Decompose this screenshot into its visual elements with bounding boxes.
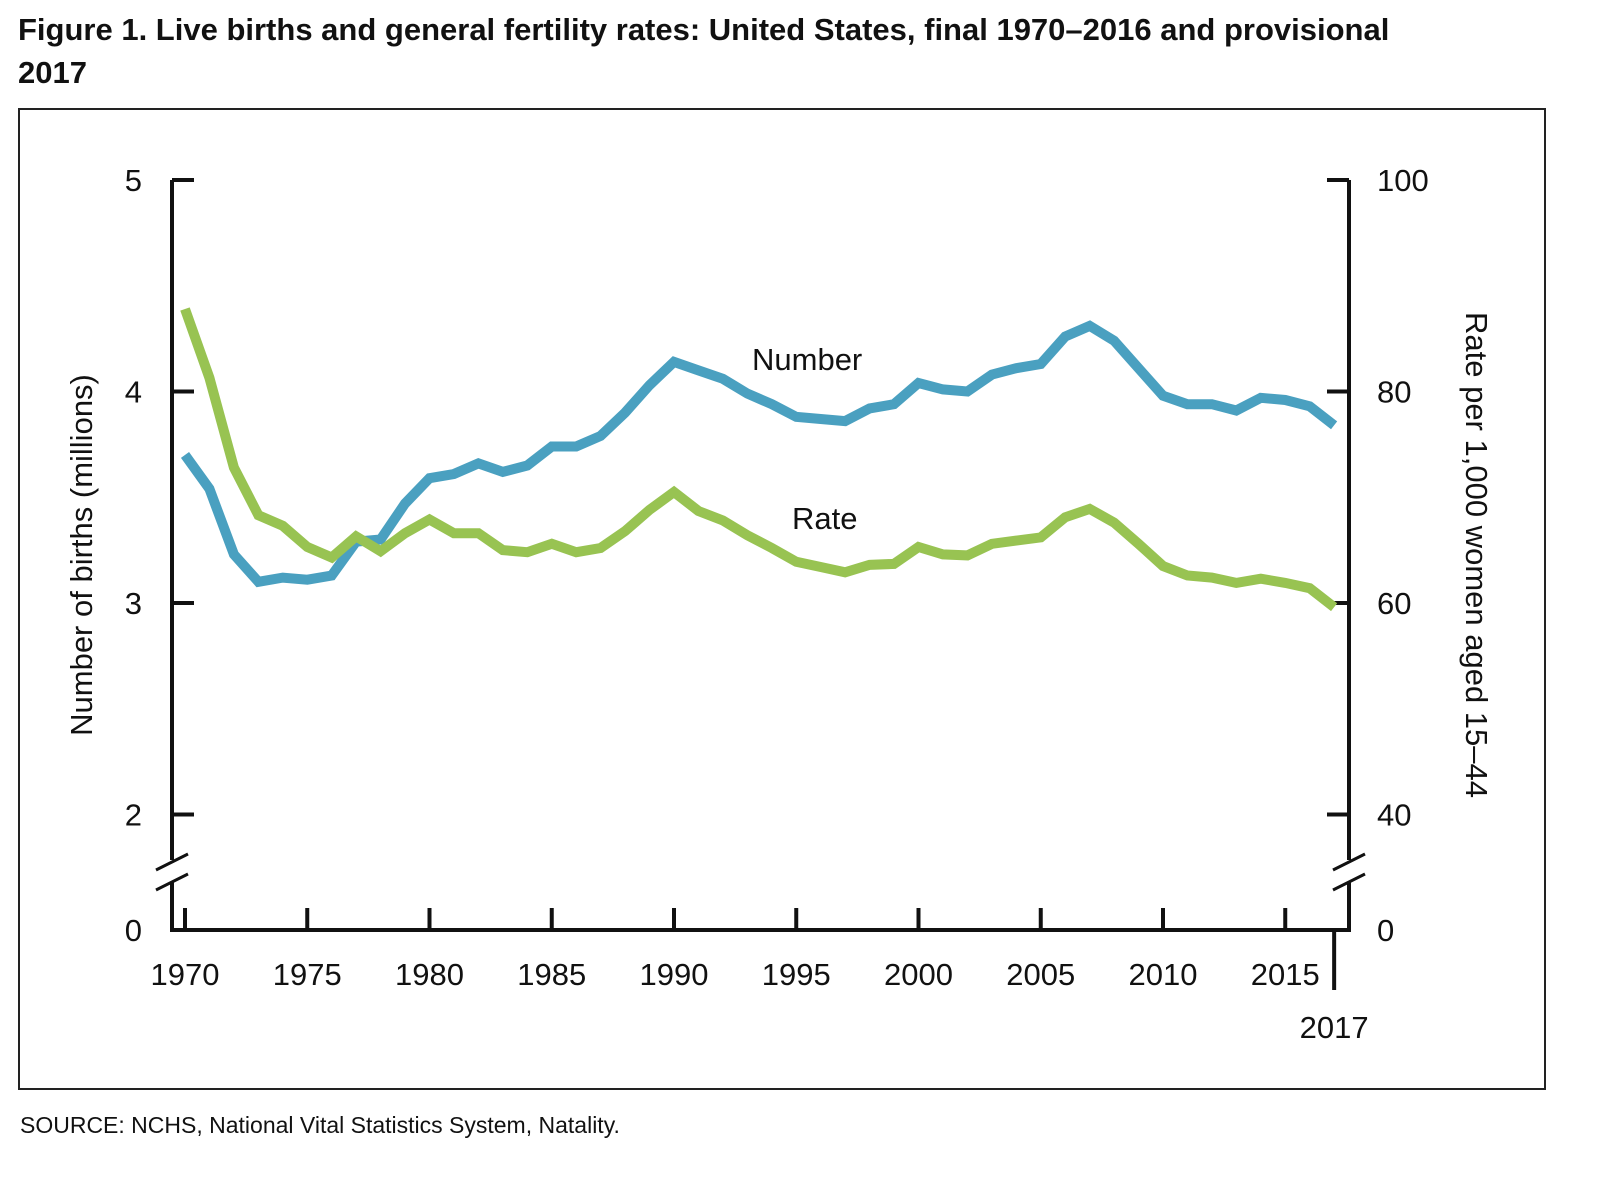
- x-tick-label: 2015: [1251, 957, 1320, 992]
- chart-frame: [18, 108, 1546, 1090]
- series-line-number: [180, 320, 1338, 588]
- x-tick-label: 2010: [1129, 957, 1198, 992]
- series-line-rate: [180, 307, 1338, 612]
- x-tick-label: 1970: [151, 957, 220, 992]
- x-tick-label: 2005: [1006, 957, 1075, 992]
- x-tick-label: 1975: [273, 957, 342, 992]
- axis-break-marks: [155, 852, 1366, 892]
- series-label-rate: Rate: [792, 501, 857, 536]
- x-tick-label: 1985: [517, 957, 586, 992]
- y-right-tick-label: 80: [1377, 375, 1411, 410]
- axis-lines: [170, 180, 1351, 932]
- x-tick-label: 1980: [395, 957, 464, 992]
- y-left-tick-label: 0: [125, 913, 142, 948]
- y-left-tick-label: 2: [125, 798, 142, 833]
- y-left-tick-label: 5: [125, 163, 142, 198]
- x-tick-label: 2000: [884, 957, 953, 992]
- source-note: SOURCE: NCHS, National Vital Statistics …: [20, 1112, 620, 1138]
- y-left-axis-label: Number of births (millions): [64, 374, 99, 736]
- figure-title: Figure 1. Live births and general fertil…: [18, 12, 1390, 90]
- x-tick-label: 1990: [640, 957, 709, 992]
- y-right-tick-label: 100: [1377, 163, 1429, 198]
- y-right-tick-label: 0: [1377, 913, 1394, 948]
- series-label-number: Number: [752, 342, 862, 377]
- y-right-axis-label: Rate per 1,000 women aged 15–44: [1459, 312, 1494, 798]
- y-right-tick-label: 60: [1377, 586, 1411, 621]
- y-right-tick-label: 40: [1377, 798, 1411, 833]
- x-tick-label: 1995: [762, 957, 831, 992]
- y-left-tick-label: 3: [125, 586, 142, 621]
- y-left-tick-label: 4: [125, 375, 142, 410]
- x-tick-label-2017: 2017: [1300, 1010, 1369, 1045]
